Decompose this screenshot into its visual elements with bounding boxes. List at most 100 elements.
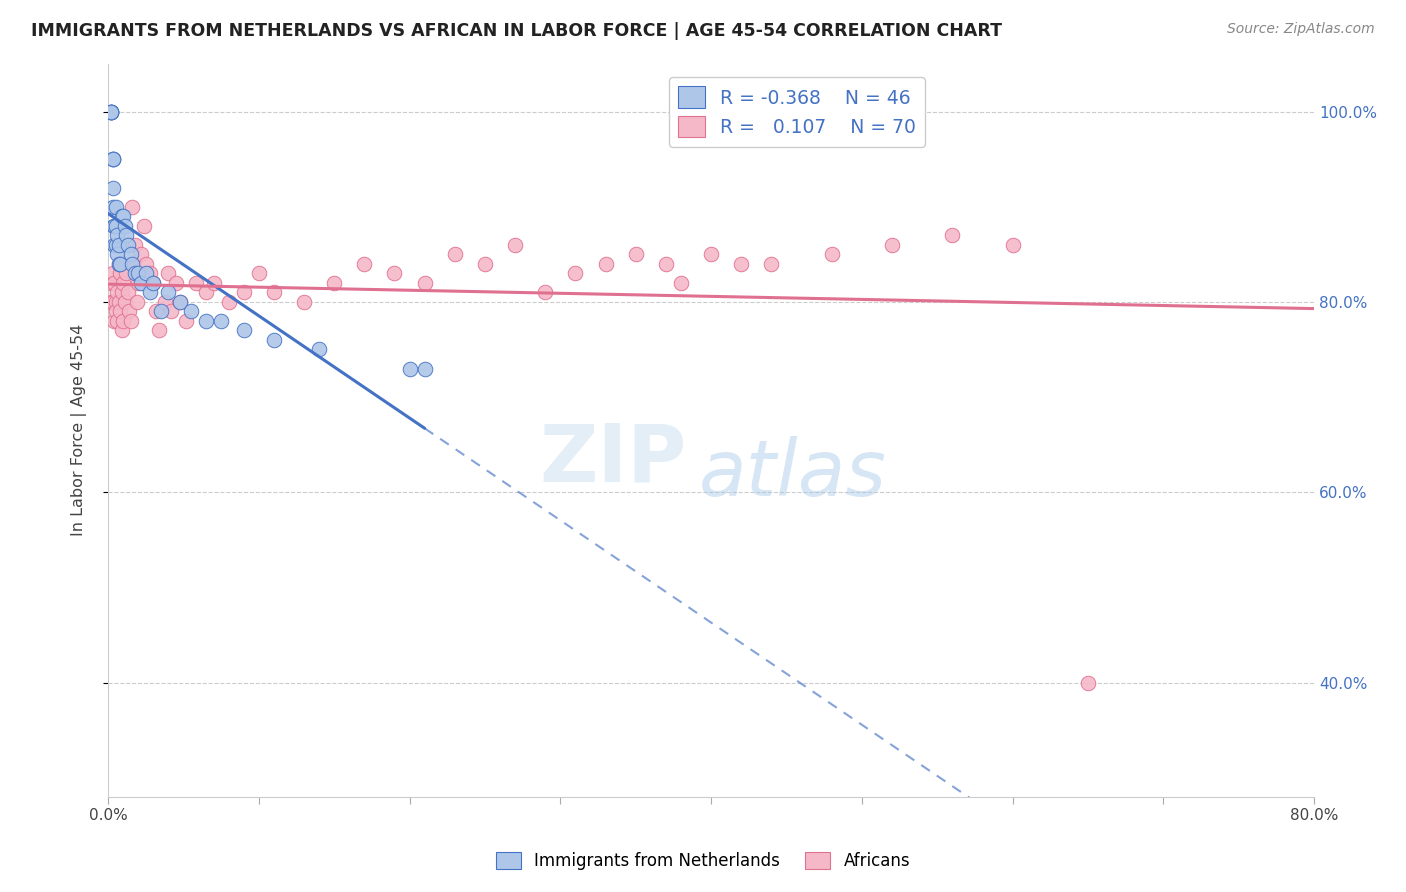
- Point: [107, 257, 129, 271]
- Point: [821, 247, 844, 261]
- Point: [134, 219, 156, 233]
- Point: [117, 285, 139, 300]
- Point: [139, 285, 162, 300]
- Point: [115, 266, 138, 280]
- Point: [700, 247, 723, 261]
- Point: [108, 266, 131, 280]
- Point: [112, 314, 135, 328]
- Point: [107, 237, 129, 252]
- Point: [232, 285, 254, 300]
- Legend: Immigrants from Netherlands, Africans: Immigrants from Netherlands, Africans: [489, 845, 917, 877]
- Point: [149, 304, 172, 318]
- Point: [292, 294, 315, 309]
- Text: ZIP: ZIP: [540, 421, 688, 499]
- Point: [155, 294, 177, 309]
- Text: Source: ZipAtlas.com: Source: ZipAtlas.com: [1227, 22, 1375, 37]
- Point: [127, 266, 149, 280]
- Point: [384, 266, 406, 280]
- Point: [112, 209, 135, 223]
- Point: [111, 285, 134, 300]
- Point: [142, 276, 165, 290]
- Point: [880, 237, 903, 252]
- Point: [180, 304, 202, 318]
- Point: [1077, 675, 1099, 690]
- Point: [148, 323, 170, 337]
- Point: [263, 333, 285, 347]
- Point: [247, 266, 270, 280]
- Point: [100, 104, 122, 119]
- Point: [104, 294, 127, 309]
- Point: [474, 257, 496, 271]
- Text: atlas: atlas: [699, 436, 887, 512]
- Point: [120, 247, 142, 261]
- Point: [169, 294, 191, 309]
- Point: [104, 219, 127, 233]
- Point: [105, 314, 128, 328]
- Point: [103, 219, 125, 233]
- Point: [209, 314, 232, 328]
- Point: [114, 294, 136, 309]
- Point: [655, 257, 678, 271]
- Point: [157, 266, 180, 280]
- Point: [104, 200, 127, 214]
- Point: [730, 257, 752, 271]
- Point: [117, 237, 139, 252]
- Point: [125, 294, 148, 309]
- Point: [160, 304, 183, 318]
- Point: [503, 237, 526, 252]
- Point: [195, 285, 218, 300]
- Point: [129, 247, 152, 261]
- Point: [100, 104, 122, 119]
- Point: [169, 294, 191, 309]
- Point: [101, 152, 124, 166]
- Point: [184, 276, 207, 290]
- Point: [353, 257, 375, 271]
- Point: [103, 314, 125, 328]
- Point: [105, 228, 128, 243]
- Y-axis label: In Labor Force | Age 45-54: In Labor Force | Age 45-54: [72, 325, 87, 536]
- Point: [443, 247, 465, 261]
- Point: [103, 219, 125, 233]
- Text: IMMIGRANTS FROM NETHERLANDS VS AFRICAN IN LABOR FORCE | AGE 45-54 CORRELATION CH: IMMIGRANTS FROM NETHERLANDS VS AFRICAN I…: [31, 22, 1002, 40]
- Point: [115, 228, 138, 243]
- Point: [413, 361, 436, 376]
- Point: [100, 276, 122, 290]
- Point: [122, 257, 145, 271]
- Point: [101, 266, 124, 280]
- Point: [111, 209, 134, 223]
- Point: [118, 304, 141, 318]
- Point: [129, 276, 152, 290]
- Point: [101, 180, 124, 194]
- Point: [142, 276, 165, 290]
- Point: [145, 304, 167, 318]
- Point: [101, 152, 124, 166]
- Point: [165, 276, 187, 290]
- Point: [595, 257, 617, 271]
- Point: [121, 200, 143, 214]
- Point: [135, 257, 157, 271]
- Point: [121, 257, 143, 271]
- Point: [124, 266, 146, 280]
- Point: [100, 294, 122, 309]
- Point: [105, 285, 128, 300]
- Point: [139, 266, 162, 280]
- Point: [101, 152, 124, 166]
- Point: [100, 104, 122, 119]
- Point: [114, 219, 136, 233]
- Point: [323, 276, 346, 290]
- Point: [100, 104, 122, 119]
- Point: [103, 219, 125, 233]
- Point: [232, 323, 254, 337]
- Point: [104, 304, 127, 318]
- Point: [669, 276, 692, 290]
- Point: [124, 237, 146, 252]
- Point: [176, 314, 198, 328]
- Point: [101, 294, 124, 309]
- Point: [111, 323, 134, 337]
- Point: [108, 304, 131, 318]
- Point: [127, 276, 149, 290]
- Point: [101, 200, 124, 214]
- Point: [103, 237, 125, 252]
- Point: [120, 314, 142, 328]
- Point: [195, 314, 218, 328]
